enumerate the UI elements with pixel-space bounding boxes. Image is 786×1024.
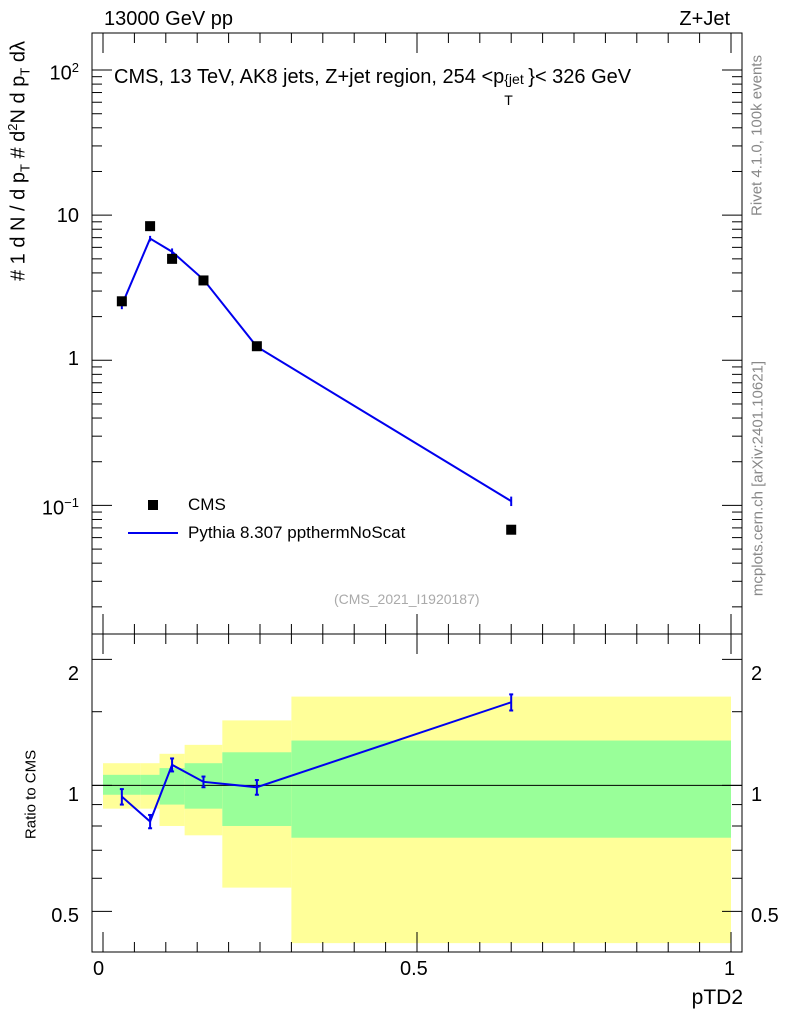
ratio-band-green <box>140 774 160 795</box>
ratio-y-tick-label-2: 2 <box>67 663 79 685</box>
ylabel-num-tail: N <box>7 109 30 124</box>
ylabel-hash2: # <box>7 147 30 159</box>
y-tick-label-100: 102 <box>50 60 79 86</box>
ratio-y-tick-label-2-right: 2 <box>751 663 763 685</box>
y-tick-label-10: 10 <box>56 205 79 227</box>
chart-title-brace: } <box>528 66 535 88</box>
cms-data-point <box>145 221 156 232</box>
analysis-id: (CMS_2021_I1920187) <box>334 591 480 607</box>
y-tick-label-0.1-exp: −1 <box>64 495 79 510</box>
ylabel-one: 1 <box>7 253 30 265</box>
rivet-label: Rivet 4.1.0, 100k events <box>748 55 766 216</box>
ratio-uncertainty-bands <box>103 696 731 944</box>
mc-line <box>120 237 512 503</box>
cms-data-point <box>506 524 517 535</box>
chart-title-tail: < 326 GeV <box>534 66 632 88</box>
cms-data-point <box>116 296 127 307</box>
y-tick-label-100-base: 10 <box>49 62 72 85</box>
ratio-y-tick-label-0.5: 0.5 <box>51 905 79 927</box>
ylabel-num-sup: 2 <box>5 123 20 131</box>
axis-ticks <box>92 33 742 952</box>
x-tick-label-0.5: 0.5 <box>400 958 428 980</box>
x-tick-label-1: 1 <box>724 958 736 980</box>
ylabel-den2-tail: dλ <box>7 41 30 68</box>
data-series <box>116 221 517 830</box>
ylabel-den2: d p <box>7 75 30 104</box>
y-tick-label-0.1-base: 10 <box>41 497 65 520</box>
ratio-band-green <box>291 740 731 838</box>
site-label: mcplots.cern.ch [arXiv:2401.10621] <box>749 360 767 597</box>
legend <box>128 500 178 534</box>
process-label: Z+Jet <box>679 8 730 30</box>
cms-data-point <box>198 275 209 286</box>
legend-mc-label: Pythia 8.307 ppthermNoScat <box>188 523 406 542</box>
ratio-y-tick-label-1: 1 <box>67 784 79 806</box>
y-tick-label-1: 1 <box>67 348 79 370</box>
ylabel-den2-sub: T <box>17 67 33 76</box>
x-axis-label: pTD2 <box>691 986 743 1009</box>
cms-data-point <box>167 253 178 264</box>
chart-title: CMS, 13 TeV, AK8 jets, Z+jet region, 254… <box>112 66 634 108</box>
legend-cms-marker <box>148 500 158 510</box>
ratio-y-axis-label: Ratio to CMS <box>22 749 40 840</box>
ratio-y-tick-label-1-right: 1 <box>751 784 763 806</box>
ylabel-den-sub: T <box>17 164 33 173</box>
y-tick-label-100-exp: 2 <box>71 60 79 75</box>
chart-title-sub: T <box>504 92 513 108</box>
ylabel-hash1: # <box>7 269 30 282</box>
ratio-mc-line <box>121 701 512 824</box>
cms-data-point <box>251 341 262 352</box>
y-tick-label-0.1: 10−1 <box>42 495 79 521</box>
x-tick-label-0: 0 <box>93 958 105 980</box>
ratio-y-tick-label-0.5-right: 0.5 <box>751 905 779 927</box>
chart-title-sup: {jet <box>504 71 524 87</box>
upper-plot-frame <box>91 32 743 635</box>
ratio-band-green <box>103 774 141 795</box>
y-axis-label: # 1 d N / d pT # d2N d pT dλ <box>5 11 35 311</box>
energy-label: 13000 GeV pp <box>104 8 233 30</box>
ylabel-den: d N / d p <box>7 172 30 248</box>
legend-cms-label: CMS <box>188 495 226 514</box>
ylabel-num: d <box>7 130 30 142</box>
chart-title-main: CMS, 13 TeV, AK8 jets, Z+jet region, 254… <box>114 66 505 88</box>
